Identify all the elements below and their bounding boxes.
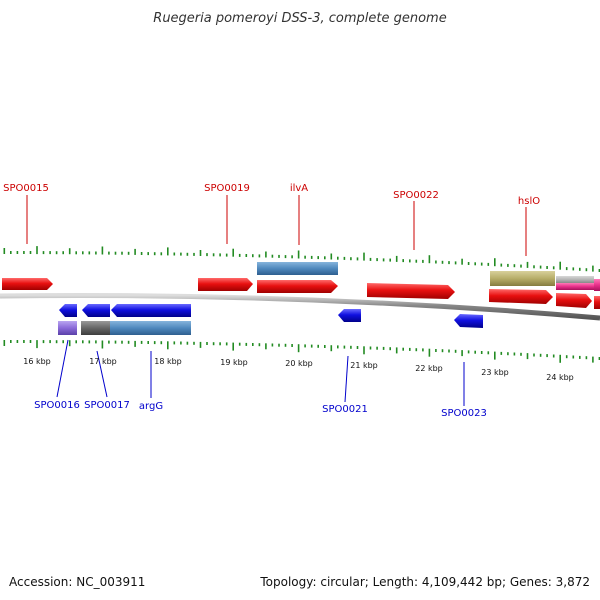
outer-tick-marks [3, 246, 600, 272]
cds-box-pink[interactable] [556, 283, 594, 290]
kbp-label: 17 kbp [89, 357, 117, 366]
kbp-label: 22 kbp [415, 364, 443, 373]
inner-tick-marks [3, 340, 600, 363]
kbp-label: 24 kbp [546, 373, 574, 382]
cds-box-lightgray[interactable] [556, 276, 594, 283]
gene-label-spo0021[interactable]: SPO0021 [322, 404, 368, 415]
reverse-cds-features [58, 321, 191, 335]
map-title: Ruegeria pomeroyi DSS-3, complete genome [153, 11, 446, 26]
topology-summary: Topology: circular; Length: 4,109,442 bp… [259, 575, 590, 589]
gene-label-hslo[interactable]: hslO [518, 196, 540, 207]
gene-arrow-spo0016[interactable] [59, 304, 77, 317]
gene-arrow-spo0019[interactable] [198, 278, 253, 291]
leader-spo0016 [56, 339, 69, 398]
gene-label-argg[interactable]: argG [139, 401, 163, 412]
kbp-label: 20 kbp [285, 359, 313, 368]
gene-arrow-partial-2[interactable] [594, 296, 600, 309]
genome-backbone [0, 292, 600, 321]
gene-label-spo0022[interactable]: SPO0022 [393, 190, 439, 201]
gene-label-spo0023[interactable]: SPO0023 [441, 408, 487, 419]
kbp-scale-labels: 16 kbp 17 kbp 18 kbp 19 kbp 20 kbp 21 kb… [23, 357, 574, 382]
gene-arrow-spo0022[interactable] [367, 283, 455, 299]
forward-strand-genes [2, 278, 600, 309]
bottom-gene-labels: SPO0016 SPO0017 argG SPO0021 SPO0023 [34, 400, 487, 419]
gene-label-spo0019[interactable]: SPO0019 [204, 183, 250, 194]
gene-label-spo0017[interactable]: SPO0017 [84, 400, 130, 411]
leader-spo0021 [344, 355, 349, 403]
gene-arrow-spo0015[interactable] [2, 278, 53, 290]
gene-arrow-hslo[interactable] [489, 289, 553, 304]
reverse-strand-genes [59, 304, 483, 328]
kbp-label: 18 kbp [154, 357, 182, 366]
gene-arrow-ilva[interactable] [257, 280, 338, 293]
top-gene-labels: SPO0015 SPO0019 ilvA SPO0022 hslO [3, 183, 540, 207]
forward-cds-features [257, 262, 600, 291]
cds-box-spo0016[interactable] [58, 321, 77, 335]
cds-box-ilva[interactable] [257, 262, 338, 275]
gene-label-spo0016[interactable]: SPO0016 [34, 400, 80, 411]
leader-spo0017 [96, 350, 108, 398]
kbp-label: 23 kbp [481, 368, 509, 377]
kbp-label: 19 kbp [220, 358, 248, 367]
gene-arrow-argg[interactable] [111, 304, 191, 317]
kbp-label: 21 kbp [350, 361, 378, 370]
cds-box-hslo[interactable] [490, 271, 555, 286]
gene-arrow-partial-1[interactable] [556, 293, 592, 308]
accession-text: Accession: NC_003911 [9, 575, 145, 589]
cds-box-spo0017[interactable] [81, 321, 110, 335]
cds-box-pink-edge[interactable] [594, 279, 600, 291]
kbp-label: 16 kbp [23, 357, 51, 366]
gene-label-ilva[interactable]: ilvA [290, 183, 308, 194]
gene-arrow-spo0017[interactable] [82, 304, 110, 317]
label-leader-lines [26, 195, 527, 406]
gene-label-spo0015[interactable]: SPO0015 [3, 183, 49, 194]
gene-arrow-spo0023[interactable] [454, 314, 483, 328]
gene-arrow-spo0021[interactable] [338, 309, 361, 322]
cds-box-argg[interactable] [110, 321, 191, 335]
